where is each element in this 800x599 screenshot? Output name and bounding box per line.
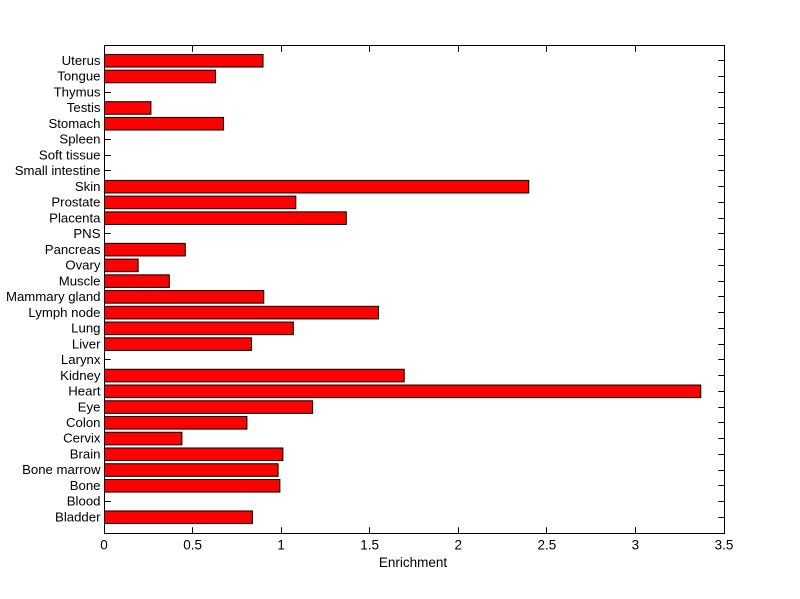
svg-text:Thymus: Thymus: [54, 84, 101, 99]
svg-text:1: 1: [277, 538, 285, 553]
svg-text:Prostate: Prostate: [51, 195, 100, 210]
svg-text:Brain: Brain: [70, 447, 101, 462]
svg-text:Stomach: Stomach: [48, 116, 100, 131]
svg-text:Bladder: Bladder: [55, 510, 101, 525]
svg-text:Larynx: Larynx: [61, 352, 101, 367]
svg-text:Lymph node: Lymph node: [28, 305, 100, 320]
svg-text:0: 0: [100, 538, 108, 553]
svg-text:Pancreas: Pancreas: [45, 242, 101, 257]
svg-text:Ovary: Ovary: [65, 258, 101, 273]
svg-text:Bone marrow: Bone marrow: [22, 462, 101, 477]
svg-text:3.5: 3.5: [715, 538, 734, 553]
svg-text:2.5: 2.5: [538, 538, 557, 553]
svg-text:Cervix: Cervix: [63, 431, 101, 446]
svg-text:Kidney: Kidney: [60, 368, 101, 383]
svg-text:Bone: Bone: [70, 478, 101, 493]
svg-text:Heart: Heart: [68, 384, 101, 399]
svg-text:Tongue: Tongue: [57, 69, 100, 84]
svg-text:Spleen: Spleen: [59, 132, 100, 147]
svg-text:Colon: Colon: [66, 415, 100, 430]
svg-text:1.5: 1.5: [360, 538, 379, 553]
svg-text:Small intestine: Small intestine: [15, 163, 101, 178]
svg-text:Blood: Blood: [67, 494, 101, 509]
svg-text:Eye: Eye: [78, 399, 101, 414]
svg-text:Muscle: Muscle: [59, 273, 101, 288]
svg-text:Enrichment: Enrichment: [379, 555, 448, 570]
svg-text:Placenta: Placenta: [49, 210, 101, 225]
svg-text:Uterus: Uterus: [62, 53, 101, 68]
svg-text:PNS: PNS: [73, 226, 100, 241]
svg-text:2: 2: [455, 538, 463, 553]
svg-text:Lung: Lung: [71, 321, 100, 336]
svg-text:Skin: Skin: [75, 179, 101, 194]
svg-text:Liver: Liver: [72, 336, 101, 351]
svg-text:Testis: Testis: [67, 100, 101, 115]
svg-text:3: 3: [632, 538, 640, 553]
svg-text:0.5: 0.5: [183, 538, 202, 553]
svg-text:Mammary gland: Mammary gland: [6, 289, 101, 304]
svg-text:Soft tissue: Soft tissue: [39, 147, 101, 162]
